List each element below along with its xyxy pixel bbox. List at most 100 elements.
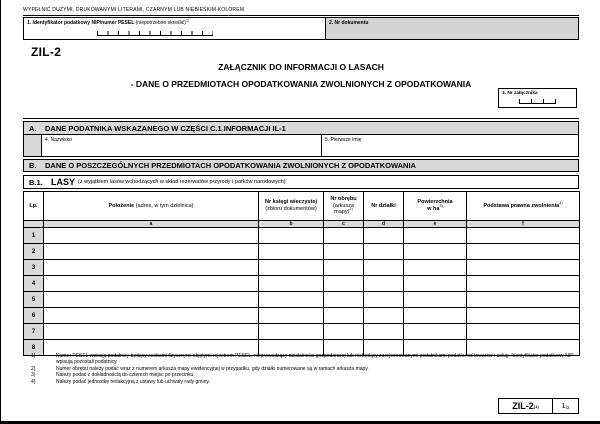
cell-register[interactable] — [258, 275, 324, 292]
section-a-header: A. DANE PODATNIKA WSKAZANEGO W CZĘŚCI C.… — [24, 122, 578, 135]
cell-plot[interactable] — [363, 339, 404, 356]
cell-plot[interactable] — [363, 291, 404, 308]
nip-pesel-label: 1. Identyfikator podatkowy NIP/numer PES… — [27, 17, 190, 26]
cell-legal[interactable] — [466, 323, 580, 340]
footnotes: 1) Numer PESEL wpisują podatnicy będący … — [31, 353, 579, 385]
attachment-number-label: 3. Nr załącznika — [502, 90, 538, 96]
cell-precinct[interactable] — [323, 291, 364, 308]
cell-legal[interactable] — [466, 243, 580, 260]
row-number: 2 — [23, 243, 44, 260]
document-number-label: 2. Nr dokumentu — [329, 19, 369, 26]
cell-legal[interactable] — [466, 307, 580, 324]
cell-area[interactable] — [403, 259, 467, 276]
cell-register[interactable] — [258, 291, 324, 308]
table-row: 2 — [23, 243, 580, 260]
cell-area[interactable] — [403, 275, 467, 292]
form-code: ZIL-2 — [31, 45, 62, 59]
letter-cell-f: f — [466, 220, 580, 228]
letter-cell-b: b — [258, 220, 324, 228]
attachment-number-field[interactable]: 3. Nr załącznika — [498, 88, 577, 108]
cell-location[interactable] — [43, 227, 259, 244]
cell-location[interactable] — [43, 275, 259, 292]
cell-legal[interactable] — [466, 227, 580, 244]
column-letter-row: a b c d e f — [23, 220, 580, 228]
cell-register[interactable] — [258, 259, 324, 276]
cell-legal[interactable] — [466, 291, 580, 308]
cell-register[interactable] — [258, 227, 324, 244]
attachment-number-comb[interactable] — [519, 99, 556, 104]
cell-location[interactable] — [43, 291, 259, 308]
cell-location[interactable] — [43, 259, 259, 276]
cell-location[interactable] — [43, 243, 259, 260]
letter-cell-a: a — [43, 220, 259, 228]
col-header-lp: Lp. — [23, 191, 44, 221]
nip-pesel-field[interactable]: 1. Identyfikator podatkowy NIP/numer PES… — [23, 17, 326, 40]
footnote-number: 3) — [31, 372, 36, 378]
cell-register[interactable] — [258, 339, 324, 356]
footer-page-number: 1/2 — [553, 398, 579, 414]
section-b1-title: LASY — [51, 177, 76, 187]
cell-register[interactable] — [258, 307, 324, 324]
table-row: 3 — [23, 259, 580, 276]
col-header-location: Położenie (adres, w tym dzielnica) — [43, 191, 259, 221]
cell-precinct[interactable] — [323, 259, 364, 276]
cell-plot[interactable] — [363, 243, 404, 260]
cell-area[interactable] — [403, 243, 467, 260]
cell-location[interactable] — [43, 323, 259, 340]
footer-form-version: (1) — [533, 403, 539, 409]
nip-pesel-comb[interactable] — [97, 31, 213, 36]
table-row: 1 — [23, 227, 580, 244]
section-a-letter: A. — [29, 123, 37, 133]
cell-location[interactable] — [43, 339, 259, 356]
section-b1-note: (z wyjątkiem lasów wchodzących w skład r… — [78, 179, 286, 185]
cell-plot[interactable] — [363, 275, 404, 292]
footnote: 1) Numer PESEL wpisują podatnicy będący … — [31, 353, 579, 365]
footnote-text: Należy podać z dokładnością do czterech … — [56, 372, 195, 378]
section-b1-header: B.1. LASY (z wyjątkiem lasów wchodzących… — [23, 175, 579, 189]
letter-cell-empty — [23, 220, 44, 228]
cell-precinct[interactable] — [323, 275, 364, 292]
cell-precinct[interactable] — [323, 307, 364, 324]
footer-form-code: ZIL-2 (1) — [498, 398, 553, 414]
cell-area[interactable] — [403, 339, 467, 356]
cell-legal[interactable] — [466, 275, 580, 292]
col-header-area: Powierzchnia w ha3) — [403, 191, 467, 221]
col-header-precinct: Nr obrębu (arkusza mapy)2) — [323, 191, 364, 221]
row-number: 7 — [23, 323, 44, 340]
footnote: 2) Numer obrębu należy podać wraz z nume… — [31, 366, 579, 372]
section-b-letter: B. — [29, 161, 37, 170]
footnote-text: Numer obrębu należy podać wraz z numerem… — [56, 365, 369, 372]
top-rule — [23, 15, 579, 16]
section-a: A. DANE PODATNIKA WSKAZANEGO W CZĘŚCI C.… — [23, 121, 579, 157]
row-number: 5 — [23, 291, 44, 308]
cell-register[interactable] — [258, 243, 324, 260]
letter-cell-c: c — [323, 220, 364, 228]
cell-plot[interactable] — [363, 307, 404, 324]
cell-area[interactable] — [403, 291, 467, 308]
cell-plot[interactable] — [363, 227, 404, 244]
cell-plot[interactable] — [363, 323, 404, 340]
cell-area[interactable] — [403, 227, 467, 244]
cell-register[interactable] — [258, 323, 324, 340]
document-number-field[interactable]: 2. Nr dokumentu — [326, 17, 579, 40]
cell-precinct[interactable] — [323, 323, 364, 340]
table-header-row: Lp. Położenie (adres, w tym dzielnica) N… — [23, 191, 580, 221]
first-name-field[interactable]: 5. Pierwsze imię — [322, 135, 578, 156]
cell-legal[interactable] — [466, 259, 580, 276]
footnote: 4) Należy podać jednostkę redakcyjną z u… — [31, 379, 579, 385]
cell-legal[interactable] — [466, 339, 580, 356]
section-a-title: DANE PODATNIKA WSKAZANEGO W CZĘŚCI C.1 I… — [45, 123, 286, 133]
cell-area[interactable] — [403, 307, 467, 324]
table-row: 6 — [23, 307, 580, 324]
cell-precinct[interactable] — [323, 243, 364, 260]
cell-plot[interactable] — [363, 259, 404, 276]
surname-field[interactable]: 4. Nazwisko — [42, 135, 322, 156]
cell-precinct[interactable] — [323, 227, 364, 244]
form-title: ZAŁĄCZNIK DO INFORMACJI O LASACH — [218, 62, 384, 72]
cell-area[interactable] — [403, 323, 467, 340]
fill-instruction: WYPEŁNIĆ DUŻYMI, DRUKOWANYMI LITERAMI, C… — [23, 7, 246, 13]
footnote-text: Numer PESEL wpisują podatnicy będący oso… — [56, 353, 574, 365]
cell-location[interactable] — [43, 307, 259, 324]
table-row: 7 — [23, 323, 580, 340]
surname-label: 4. Nazwisko — [45, 136, 72, 143]
